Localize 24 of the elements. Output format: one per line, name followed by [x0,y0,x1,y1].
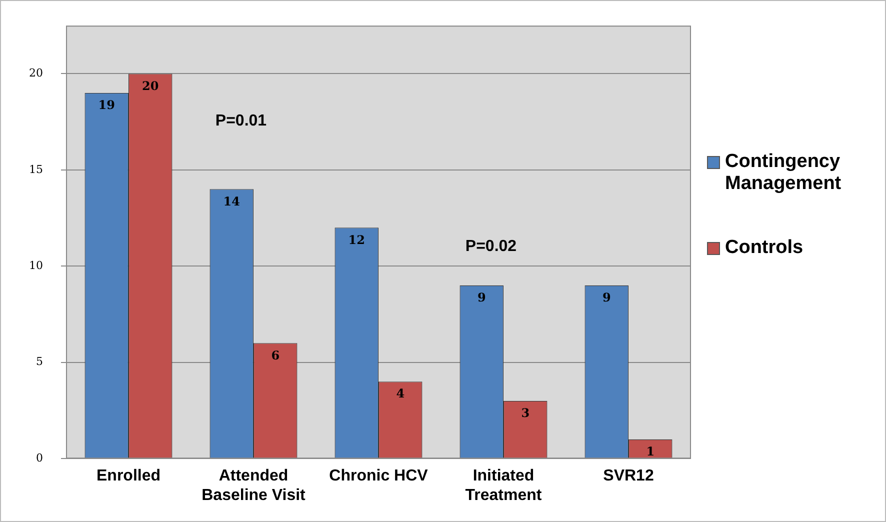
data-label: 6 [271,348,280,362]
y-tick-label: 20 [28,66,43,80]
data-label: 14 [223,194,240,208]
y-tick-label: 10 [28,259,43,272]
data-label: 1 [646,444,655,458]
data-label: 3 [521,406,530,420]
y-tick-label: 0 [36,451,43,464]
data-label: 12 [348,232,365,247]
x-tick-label: Enrolled [96,468,161,485]
x-tick-label: Chronic HCV [329,468,428,485]
data-label: 19 [98,98,115,112]
data-label: 4 [396,386,405,401]
data-label: 9 [477,290,486,305]
annotation: P=0.01 [215,112,267,130]
data-label: 20 [142,78,159,93]
y-tick-label: 15 [28,162,43,176]
annotation: P=0.02 [465,238,517,255]
legend-label: Controls [725,237,804,259]
x-tick-label: Initiated Treatment [465,468,542,504]
legend-label: Contingency Management [725,151,842,195]
data-label: 9 [602,290,611,305]
x-tick-label: SVR12 [603,468,654,485]
x-tick-label: Attended Baseline Visit [202,468,306,504]
y-tick-label: 5 [36,355,43,368]
